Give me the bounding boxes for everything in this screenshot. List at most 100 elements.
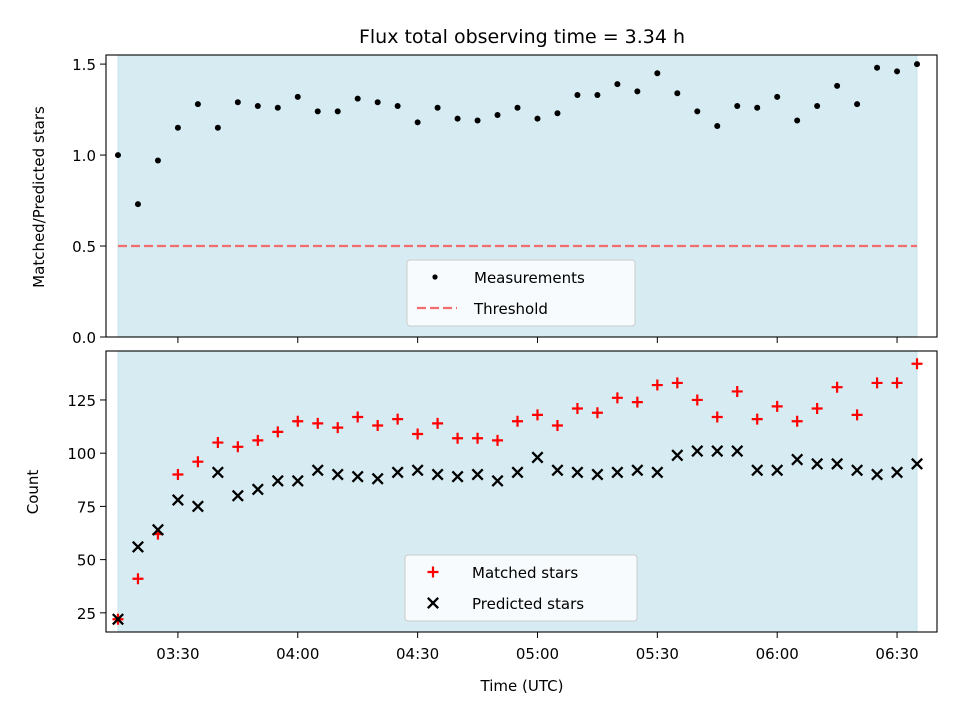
predicted-stars-point <box>851 464 864 477</box>
matched-stars-point <box>731 385 743 397</box>
y-tick-label: 75 <box>77 498 96 516</box>
matched-stars-point <box>212 437 224 449</box>
measurements-point <box>254 102 261 109</box>
legend-label-measurements: Measurements <box>474 269 585 287</box>
predicted-stars-point <box>691 445 704 458</box>
predicted-stars-point <box>351 470 364 483</box>
measurements-point <box>794 117 801 124</box>
predicted-stars-point <box>111 613 124 626</box>
matched-stars-point <box>472 432 484 444</box>
measurements-point <box>774 93 781 100</box>
predicted-stars-point <box>571 466 584 479</box>
matched-stars-point <box>412 428 424 440</box>
shaded-regions <box>117 54 918 633</box>
predicted-stars-point <box>331 468 344 481</box>
measurements-point <box>154 157 161 164</box>
measurements-point <box>294 93 301 100</box>
y-tick-label: 125 <box>67 392 96 410</box>
measurements-point <box>914 61 921 68</box>
predicted-stars-point <box>171 494 184 507</box>
matched-stars-point <box>492 434 504 446</box>
measurements-point <box>434 104 441 111</box>
matched-stars-point <box>172 468 184 480</box>
matched-stars-point <box>531 409 543 421</box>
predicted-stars-point <box>811 457 824 470</box>
legend-swatch-predicted-stars <box>426 596 440 610</box>
predicted-stars-point <box>211 466 224 479</box>
matched-stars-point <box>232 441 244 453</box>
axes-frame-0 <box>105 54 938 338</box>
matched-stars-point <box>372 420 384 432</box>
measurements-point <box>114 152 121 159</box>
measurements-point <box>634 88 641 95</box>
legend-box-0 <box>406 259 636 327</box>
data-marks <box>111 61 924 626</box>
predicted-stars-point <box>251 483 264 496</box>
predicted-stars-point <box>911 457 924 470</box>
y-tick-label: 0.5 <box>72 238 96 256</box>
predicted-stars-point <box>231 489 244 502</box>
predicted-stars-point <box>531 451 544 464</box>
predicted-stars-point <box>791 453 804 466</box>
measurements-point <box>554 110 561 117</box>
matched-stars-point <box>691 394 703 406</box>
predicted-stars-point <box>471 468 484 481</box>
matched-stars-point <box>651 379 663 391</box>
predicted-stars-point <box>311 464 324 477</box>
predicted-stars-point <box>271 474 284 487</box>
x-tick-label: 04:30 <box>396 645 439 663</box>
legend-swatch-measurements <box>432 274 438 280</box>
matched-stars-point <box>132 573 144 585</box>
measurements-point <box>894 68 901 75</box>
predicted-stars-point <box>391 466 404 479</box>
measurements-point <box>714 122 721 129</box>
legends: Measurements Threshold Matched stars Predic… <box>404 259 638 622</box>
matched-stars-point <box>392 413 404 425</box>
measurements-point <box>414 119 421 126</box>
predicted-stars-point <box>151 523 164 536</box>
measurements-point <box>654 70 661 77</box>
measurements-point <box>834 82 841 89</box>
measurements-point <box>814 102 821 109</box>
matched-stars-point <box>871 377 883 389</box>
matched-stars-point <box>711 411 723 423</box>
predicted-stars-point <box>651 466 664 479</box>
matched-stars-point <box>252 434 264 446</box>
predicted-stars-point <box>411 464 424 477</box>
measurements-point <box>614 81 621 88</box>
predicted-stars-point <box>291 474 304 487</box>
measurements-point <box>594 92 601 99</box>
measurements-point <box>514 104 521 111</box>
matched-stars-point <box>332 422 344 434</box>
x-tick-label: 04:00 <box>276 645 319 663</box>
matched-stars-point <box>811 402 823 414</box>
predicted-stars-point <box>771 464 784 477</box>
axes: 0.0 0.5 1.0 1.5 25 50 75 100 125 03:30 04:00 04:30 0… <box>67 54 938 663</box>
legend-label-matched-stars: Matched stars <box>472 564 578 582</box>
matched-stars-point <box>751 413 763 425</box>
x-tick-label: 06:30 <box>875 645 918 663</box>
predicted-stars-point <box>711 445 724 458</box>
measurements-point <box>454 115 461 122</box>
predicted-stars-point <box>491 474 504 487</box>
measurements-point <box>194 101 201 108</box>
predicted-stars-point <box>371 472 384 485</box>
y-tick-label: 100 <box>67 445 96 463</box>
measurements-point <box>754 104 761 111</box>
matched-stars-point <box>891 377 903 389</box>
matched-stars-point <box>671 377 683 389</box>
x-tick-label: 03:30 <box>156 645 199 663</box>
predicted-stars-point <box>751 464 764 477</box>
matched-stars-point <box>352 411 364 423</box>
measurements-point <box>374 99 381 106</box>
matched-stars-point <box>272 426 284 438</box>
measurements-point <box>274 104 281 111</box>
x-axis-label: Time (UTC) <box>480 677 564 695</box>
measurements-point <box>474 117 481 124</box>
y-axis-label-count: Count <box>24 470 42 515</box>
matched-stars-point <box>791 415 803 427</box>
measurements-point <box>134 201 141 208</box>
matched-stars-point <box>771 400 783 412</box>
measurements-point <box>534 115 541 122</box>
